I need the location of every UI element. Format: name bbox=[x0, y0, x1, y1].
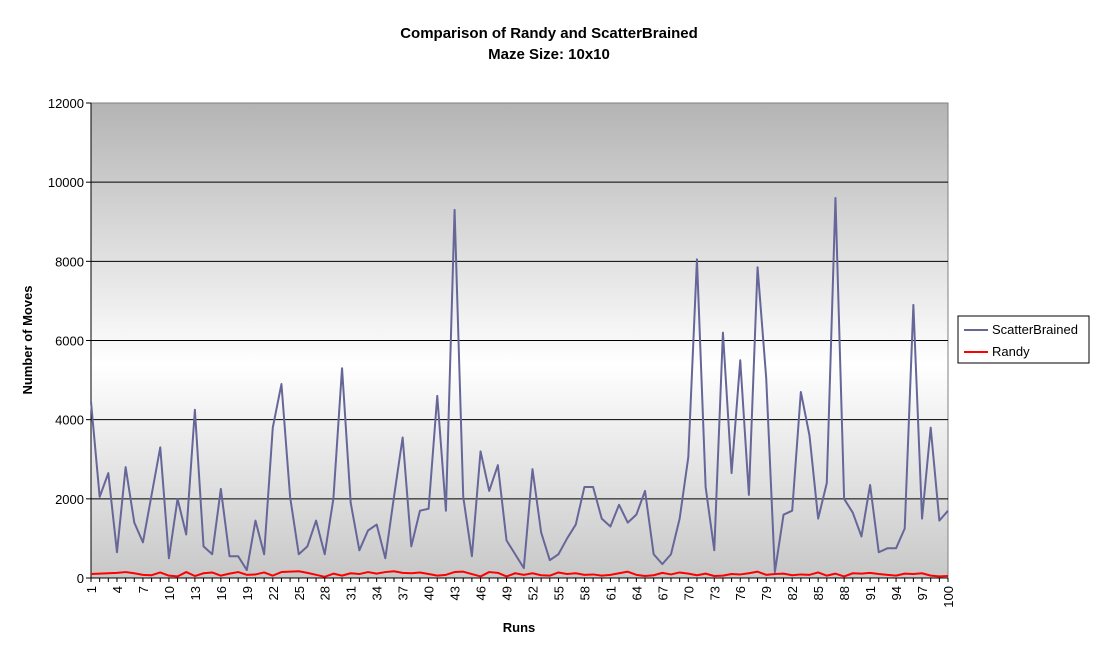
y-tick-label: 8000 bbox=[55, 254, 84, 269]
legend: ScatterBrained Randy bbox=[957, 315, 1090, 364]
x-tick-label: 97 bbox=[915, 586, 930, 600]
x-axis: 1 4 7 10 13 16 19 22 25 28 31 34 37 40 43 46 49 52 55 58 61 6… bbox=[84, 577, 956, 608]
x-tick-label: 19 bbox=[240, 586, 255, 600]
series-line-randy bbox=[90, 570, 949, 578]
x-tick-label: 70 bbox=[681, 586, 696, 600]
y-axis-title: Number of Moves bbox=[20, 285, 35, 394]
x-tick-label: 1 bbox=[84, 586, 99, 593]
x-tick-label: 91 bbox=[863, 586, 878, 600]
y-tick-label: 4000 bbox=[55, 413, 84, 428]
x-tick-label: 52 bbox=[525, 586, 540, 600]
y-tick-label: 10000 bbox=[48, 175, 84, 190]
y-tick-label: 6000 bbox=[55, 334, 84, 349]
x-tick-label: 82 bbox=[785, 586, 800, 600]
x-tick-label: 100 bbox=[941, 586, 956, 608]
x-tick-label: 55 bbox=[551, 586, 566, 600]
x-tick-label: 10 bbox=[162, 586, 177, 600]
y-axis: 0 2000 4000 6000 8000 10000 12000 bbox=[48, 96, 92, 586]
gridlines bbox=[91, 181, 948, 500]
x-tick-label: 28 bbox=[318, 586, 333, 600]
x-tick-label: 67 bbox=[655, 586, 670, 600]
x-tick-label: 22 bbox=[266, 586, 281, 600]
legend-box bbox=[957, 315, 1090, 364]
x-tick-label: 49 bbox=[500, 586, 515, 600]
x-tick-label: 7 bbox=[136, 586, 151, 593]
x-tick-label: 58 bbox=[577, 586, 592, 600]
x-tick-label: 31 bbox=[344, 586, 359, 600]
x-tick-label: 61 bbox=[603, 586, 618, 600]
x-tick-label: 40 bbox=[422, 586, 437, 600]
x-tick-label: 88 bbox=[837, 586, 852, 600]
x-tick-label: 25 bbox=[292, 586, 307, 600]
x-tick-label: 37 bbox=[396, 586, 411, 600]
x-tick-label: 64 bbox=[629, 586, 644, 600]
x-tick-label: 13 bbox=[188, 586, 203, 600]
x-tick-label: 76 bbox=[733, 586, 748, 600]
y-tick-label: 12000 bbox=[48, 96, 84, 111]
chart-subtitle: Maze Size: 10x10 bbox=[488, 46, 610, 63]
x-tick-label: 43 bbox=[448, 586, 463, 600]
x-tick-label: 34 bbox=[370, 586, 385, 600]
x-tick-label: 79 bbox=[759, 586, 774, 600]
y-tick-label: 0 bbox=[77, 571, 84, 586]
legend-label-scatterbrained: ScatterBrained bbox=[992, 322, 1078, 337]
series-line-scatterbrained bbox=[90, 197, 949, 574]
chart-title: Comparison of Randy and ScatterBrained bbox=[400, 25, 698, 42]
x-tick-label: 94 bbox=[889, 586, 904, 600]
x-tick-label: 4 bbox=[110, 586, 125, 593]
y-tick-label: 2000 bbox=[55, 492, 84, 507]
legend-label-randy: Randy bbox=[992, 344, 1030, 359]
x-axis-title: Runs bbox=[503, 620, 536, 635]
x-tick-label: 73 bbox=[707, 586, 722, 600]
x-tick-label: 16 bbox=[214, 586, 229, 600]
series-lines bbox=[90, 197, 949, 578]
x-tick-label: 85 bbox=[811, 586, 826, 600]
x-tick-label: 46 bbox=[474, 586, 489, 600]
